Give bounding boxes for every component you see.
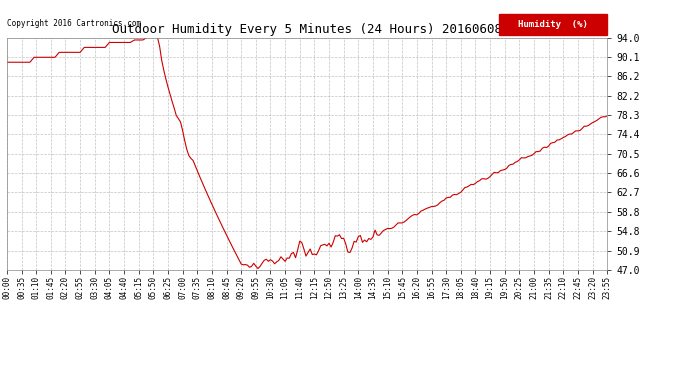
Text: Humidity  (%): Humidity (%) bbox=[518, 20, 588, 29]
Text: Copyright 2016 Cartronics.com: Copyright 2016 Cartronics.com bbox=[7, 19, 141, 28]
Title: Outdoor Humidity Every 5 Minutes (24 Hours) 20160608: Outdoor Humidity Every 5 Minutes (24 Hou… bbox=[112, 23, 502, 36]
FancyBboxPatch shape bbox=[499, 14, 607, 35]
